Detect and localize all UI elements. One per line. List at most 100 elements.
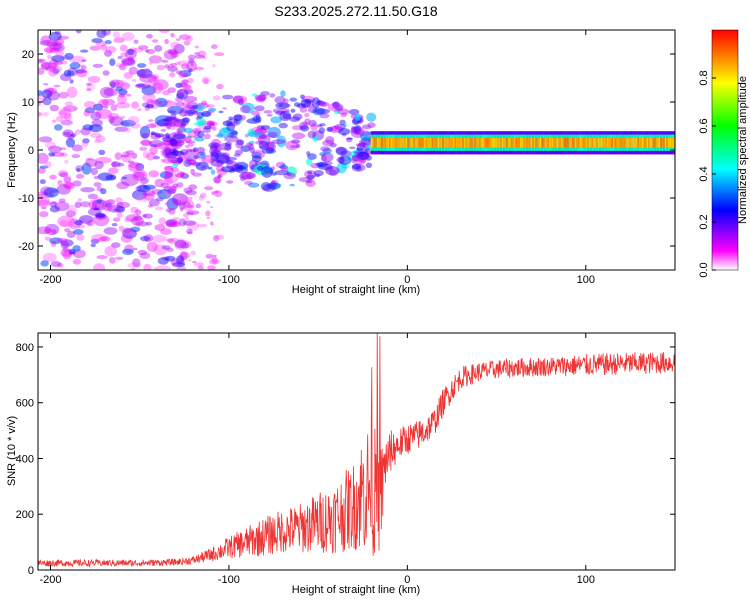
heatmap-blob-362 (139, 125, 151, 139)
heatmap-blob-737 (304, 112, 310, 118)
heatmap-blob-687 (276, 135, 287, 148)
heatmap-blob-917 (235, 166, 248, 174)
heatmap-blob-849 (267, 126, 281, 139)
heatmap-blob-166 (91, 199, 108, 211)
heatmap-blob-918 (312, 135, 319, 142)
heatmap-blob-950 (295, 143, 301, 148)
heatmap-blob-495 (149, 61, 153, 65)
heatmap-blob-124 (108, 79, 124, 88)
heatmap-blob-956 (234, 149, 243, 155)
heatmap-blob-427 (44, 236, 51, 241)
heatmap-blob-130 (146, 48, 156, 55)
colorbar-gradient (711, 29, 739, 271)
heatmap-blob-535 (194, 52, 200, 56)
heatmap-blob-843 (241, 102, 255, 114)
heatmap-blob-389 (114, 152, 122, 161)
heatmap-blob-647 (175, 102, 185, 107)
heatmap-blob-858 (263, 110, 273, 114)
heatmap-blob-856 (354, 113, 361, 121)
heatmap-blob-1003 (210, 159, 224, 167)
heatmap-blob-505 (119, 44, 128, 52)
heatmap-blob-999 (244, 180, 253, 185)
heatmap-blob-980 (358, 151, 369, 157)
heatmap-blob-308 (67, 204, 78, 217)
heatmap-blob-138 (59, 107, 72, 119)
heatmap-blob-299 (108, 167, 119, 174)
heatmap-blob-300 (183, 89, 194, 95)
heatmap-blob-145 (38, 199, 51, 207)
heatmap-blob-555 (213, 190, 219, 194)
heatmap-blob-393 (145, 123, 157, 129)
heatmap-blob-162 (186, 201, 191, 206)
heatmap-blob-524 (206, 104, 215, 108)
heatmap-blob-756 (192, 104, 199, 109)
heatmap-blob-332 (159, 171, 173, 179)
heatmap-blob-371 (93, 175, 100, 180)
heatmap-line-seg-1475 (600, 138, 604, 148)
heatmap-blob-187 (93, 182, 102, 188)
heatmap-blob-287 (136, 68, 153, 79)
snr-panel: -200 -100 0 100 0 200 400 600 800 Height of str… (6, 332, 676, 596)
heatmap-blob-112 (125, 93, 132, 97)
snr-y-label: SNR (10 * v/v) (6, 416, 18, 486)
heatmap-blob-431 (171, 193, 189, 206)
heatmap-blob-542 (185, 204, 194, 208)
heatmap-blob-379 (95, 135, 106, 143)
heatmap-blob-129 (185, 159, 197, 166)
heatmap-blob-274 (131, 215, 144, 226)
heatmap-blob-870 (319, 152, 326, 157)
heatmap-blob-284 (148, 204, 153, 208)
heatmap-blob-957 (312, 107, 326, 116)
heatmap-blob-931 (222, 94, 234, 100)
heatmap-blob-338 (120, 119, 136, 127)
heatmap-blob-423 (87, 219, 94, 227)
heatmap-blob-406 (131, 101, 140, 109)
heatmap-blob-462 (190, 250, 196, 256)
heatmap-blob-850 (192, 127, 202, 134)
heatmap-blob-948 (278, 122, 288, 129)
heatmap-line-seg-1487 (606, 138, 610, 148)
heatmap-blob-252 (95, 156, 112, 164)
heatmap-blob-740 (226, 180, 234, 184)
heatmap-line-seg-1364 (544, 138, 548, 148)
heatmap-blob-206 (49, 47, 60, 53)
heatmap-line-seg-1241 (481, 138, 485, 148)
heatmap-blob-785 (189, 106, 197, 110)
heatmap-blob-381 (162, 90, 171, 96)
heatmap-blob-588 (169, 185, 177, 191)
heatmap-blob-191 (188, 102, 193, 107)
heatmap-blob-204 (60, 241, 70, 249)
heatmap-blob-1012 (269, 93, 276, 98)
heatmap-blob-398 (55, 49, 64, 58)
heatmap-blob-884 (296, 103, 306, 109)
heatmap-blob-749 (307, 171, 313, 175)
heatmap-blob-844 (317, 124, 323, 128)
heatmap-blob-589 (203, 78, 209, 84)
heatmap-blob-799 (332, 101, 339, 107)
heatmap-blob-877 (221, 152, 230, 159)
heatmap-blob-167 (87, 75, 101, 83)
heatmap-blob-169 (127, 262, 142, 269)
heatmap-blob-713 (232, 95, 244, 103)
heatmap-blob-260 (80, 65, 87, 70)
heatmap-blob-483 (63, 175, 72, 180)
heatmap-blob-435 (133, 39, 139, 44)
heatmap-blob-61 (84, 101, 96, 108)
heatmap-blob-40 (131, 189, 148, 200)
heatmap-blob-307 (180, 63, 190, 70)
heatmap-blob-616 (176, 257, 184, 262)
heatmap-blob-235 (158, 217, 166, 226)
heatmap-blob-646 (194, 55, 206, 59)
heatmap-blob-342 (178, 218, 187, 227)
heatmap-blob-349 (45, 141, 57, 149)
heatmap-blob-679 (163, 122, 172, 126)
heatmap-blob-280 (91, 38, 103, 44)
heatmap-blob-443 (133, 216, 139, 221)
heatmap-blob-173 (49, 201, 57, 208)
heatmap-blob-582 (213, 254, 217, 257)
heatmap-blob-374 (187, 54, 196, 60)
heatmap-blob-825 (216, 174, 223, 178)
heatmap-blob-198 (42, 252, 57, 263)
heatmap-blob-247 (154, 134, 163, 138)
heatmap-blob-603 (187, 77, 194, 84)
